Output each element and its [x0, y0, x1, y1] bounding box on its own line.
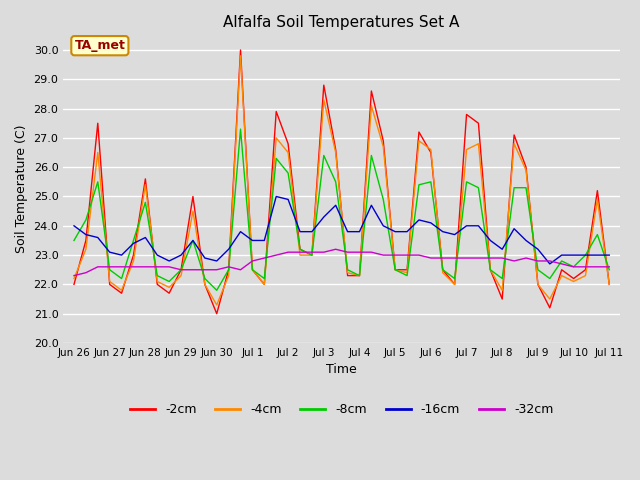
Y-axis label: Soil Temperature (C): Soil Temperature (C)	[15, 125, 28, 253]
Legend: -2cm, -4cm, -8cm, -16cm, -32cm: -2cm, -4cm, -8cm, -16cm, -32cm	[125, 398, 558, 421]
Title: Alfalfa Soil Temperatures Set A: Alfalfa Soil Temperatures Set A	[223, 15, 460, 30]
Text: TA_met: TA_met	[74, 39, 125, 52]
X-axis label: Time: Time	[326, 363, 357, 376]
